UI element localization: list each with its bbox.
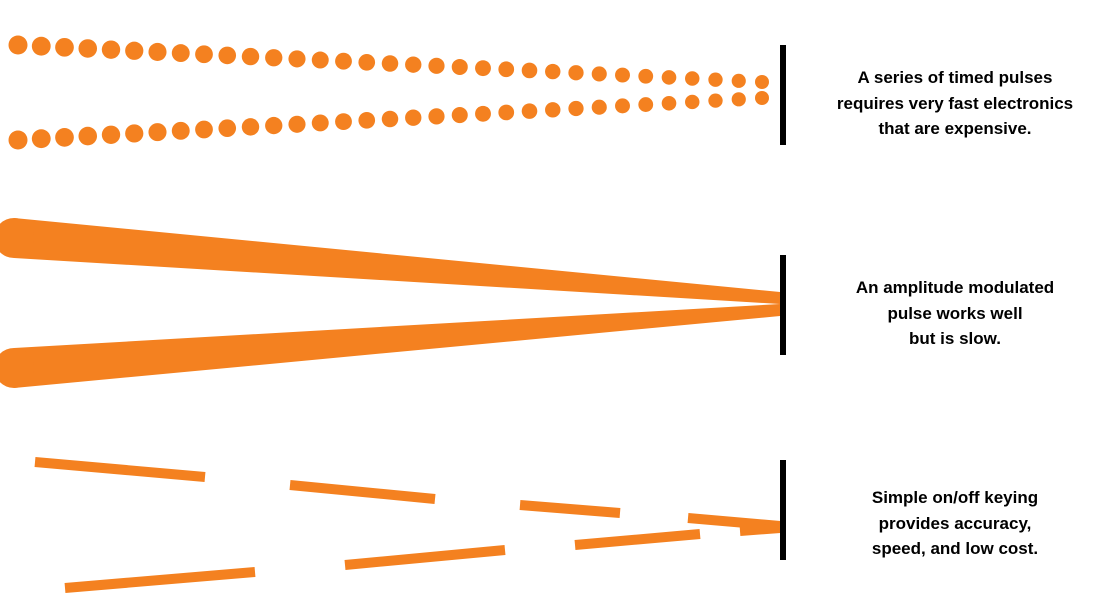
caption-pulses: A series of timed pulses requires very f… [820, 65, 1090, 142]
am-graphic [0, 210, 790, 400]
pulses-svg [0, 10, 790, 180]
ook-svg [0, 430, 790, 600]
caption-am-line-1: An amplitude modulated [820, 275, 1090, 301]
row-ook: Simple on/off keying provides accuracy, … [0, 430, 1109, 600]
caption-pulses-line-2: requires very fast electronics [820, 91, 1090, 117]
row-am: An amplitude modulated pulse works well … [0, 210, 1109, 400]
pulses-graphic [0, 10, 790, 180]
ook-graphic [0, 430, 790, 600]
caption-ook-line-2: provides accuracy, [820, 511, 1090, 537]
caption-pulses-line-3: that are expensive. [820, 116, 1090, 142]
target-bar-3 [780, 460, 786, 560]
caption-ook-line-3: speed, and low cost. [820, 536, 1090, 562]
target-bar-2 [780, 255, 786, 355]
target-bar-1 [780, 45, 786, 145]
row-pulses: A series of timed pulses requires very f… [0, 10, 1109, 180]
caption-ook-line-1: Simple on/off keying [820, 485, 1090, 511]
caption-am: An amplitude modulated pulse works well … [820, 275, 1090, 352]
caption-am-line-2: pulse works well [820, 301, 1090, 327]
caption-pulses-line-1: A series of timed pulses [820, 65, 1090, 91]
caption-ook: Simple on/off keying provides accuracy, … [820, 485, 1090, 562]
am-svg [0, 210, 790, 400]
caption-am-line-3: but is slow. [820, 326, 1090, 352]
